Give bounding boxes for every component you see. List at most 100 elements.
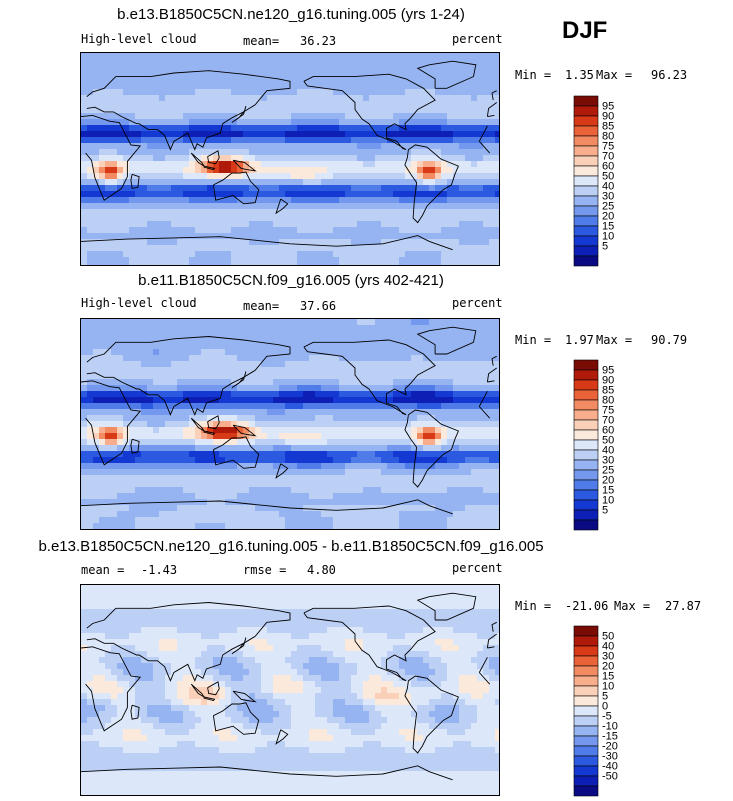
colorbar-1-swatch-6	[573, 155, 599, 167]
panel-2-mean-label: mean=	[243, 299, 280, 313]
colorbar-3-swatch-1	[573, 635, 599, 647]
map-3-coastline-3	[303, 605, 436, 682]
colorbar-3-swatch-13	[573, 755, 599, 767]
colorbar-1-label-0: 95	[602, 101, 614, 113]
colorbar-3-swatch-7	[573, 695, 599, 707]
colorbar-2-label-3: 80	[602, 395, 614, 407]
colorbar-3-label-7: 0	[602, 701, 608, 713]
map-2-coastline-11	[232, 424, 257, 437]
panel-2-mean-value: 37.66	[300, 299, 337, 313]
panel-1-mean-label: mean=	[243, 34, 280, 48]
map-1-coastline-7	[130, 173, 140, 189]
map-2-coastline-14	[275, 463, 289, 479]
colorbar-1-label-10: 25	[602, 201, 614, 213]
colorbar-2-label-5: 70	[602, 415, 614, 427]
colorbar-1-swatch-13	[573, 225, 599, 237]
colorbar-1-label-3: 80	[602, 131, 614, 143]
panel-2-title: b.e11.B1850C5CN.f09_g16.005 (yrs 402-421…	[138, 272, 444, 289]
map-3-coastline-5	[416, 592, 477, 621]
panel-3-mean-value: -1.43	[141, 563, 178, 577]
map-2-coastline-4	[404, 409, 459, 488]
panel-2-map	[80, 318, 500, 530]
colorbar-2-swatch-14	[573, 499, 599, 511]
colorbar-3-swatch-10	[573, 725, 599, 737]
panel-1-max-value: 96.23	[651, 68, 688, 82]
map-2-coastline-10	[203, 430, 216, 436]
colorbar-2-swatch-8	[573, 439, 599, 451]
map-1-svg	[81, 53, 499, 265]
colorbar-2-swatch-1	[573, 369, 599, 381]
colorbar-3-label-12: -30	[602, 751, 618, 763]
colorbar-2-label-11: 20	[602, 475, 614, 487]
colorbar-3-swatch-4	[573, 665, 599, 677]
colorbar-2-swatch-11	[573, 469, 599, 481]
colorbar-1-swatch-5	[573, 145, 599, 157]
panel-3-min-label: Min =	[515, 599, 552, 613]
panel-2-colorbar: 95 90 85 80 75 70 60 50 40 30 25 20 15 10 5	[573, 359, 644, 534]
map-1-coastline-0	[81, 114, 491, 201]
colorbar-1-swatch-3	[573, 125, 599, 137]
colorbar-3-label-0: 50	[602, 631, 614, 643]
colorbar-3-swatch-6	[573, 685, 599, 697]
map-1-coastline-3	[303, 73, 436, 151]
colorbar-2-swatch-7	[573, 429, 599, 441]
panel-1-variable-label: High-level cloud	[81, 32, 197, 46]
map-1-coastline-6	[81, 235, 453, 251]
colorbar-3-swatch-16	[573, 785, 599, 797]
colorbar-3-label-6: 5	[602, 691, 608, 703]
colorbar-1-swatch-9	[573, 185, 599, 197]
map-3-coastline-10	[203, 696, 216, 702]
colorbar-1-swatch-16	[573, 255, 599, 267]
panel-2-max-value: 90.79	[651, 333, 688, 347]
panel-3-min-value: -21.06	[565, 599, 609, 613]
map-3-coastline-0	[81, 646, 491, 732]
colorbar-3-label-9: -10	[602, 721, 618, 733]
colorbar-3-swatch-2	[573, 645, 599, 657]
colorbar-2-label-14: 5	[602, 505, 608, 517]
map-3-coastline-6	[81, 765, 453, 781]
season-label: DJF	[562, 17, 608, 44]
colorbar-2-swatch-15	[573, 509, 599, 521]
map-2-coastline-13	[491, 355, 497, 366]
colorbar-1-swatch-2	[573, 115, 599, 127]
colorbar-1-label-8: 40	[602, 181, 614, 193]
panel-3-mean-label: mean =	[81, 563, 125, 577]
colorbar-2-swatch-0	[573, 359, 599, 371]
map-3-coastline-13	[491, 621, 497, 632]
colorbar-1-swatch-15	[573, 245, 599, 257]
map-1-coastline-5	[416, 60, 477, 89]
colorbar-1-swatch-7	[573, 165, 599, 177]
colorbar-1-swatch-4	[573, 135, 599, 147]
panel-3-rmse-label: rmse =	[243, 563, 287, 577]
colorbar-3-label-13: -40	[602, 761, 618, 773]
panel-1-min-label: Min =	[515, 68, 552, 82]
colorbar-3-label-5: 10	[602, 681, 614, 693]
colorbar-3-label-3: 20	[602, 661, 614, 673]
colorbar-2-label-8: 40	[602, 445, 614, 457]
colorbar-2-label-12: 15	[602, 485, 614, 497]
colorbar-3-swatch-12	[573, 745, 599, 757]
colorbar-2-swatch-10	[573, 459, 599, 471]
colorbar-3-swatch-14	[573, 765, 599, 777]
colorbar-2-label-7: 50	[602, 435, 614, 447]
colorbar-2-swatch-13	[573, 489, 599, 501]
colorbar-2-swatch-4	[573, 399, 599, 411]
colorbar-1-swatch-14	[573, 235, 599, 247]
map-1-coastline-4	[404, 144, 459, 224]
colorbar-1-swatch-11	[573, 205, 599, 217]
panel-1-units: percent	[452, 32, 503, 46]
map-3-coastline-11	[232, 690, 257, 703]
colorbar-1-label-4: 75	[602, 141, 614, 153]
colorbar-1-swatch-8	[573, 175, 599, 187]
colorbar-3-label-8: -5	[602, 711, 612, 723]
map-2-coastline-2	[212, 436, 260, 469]
colorbar-2-label-1: 90	[602, 375, 614, 387]
panel-1-colorbar: 95 90 85 80 75 70 60 50 40 30 25 20 15 10 5	[573, 95, 644, 270]
map-2-coastline-8	[207, 415, 220, 430]
colorbar-2-swatch-12	[573, 479, 599, 491]
colorbar-1-swatch-1	[573, 105, 599, 117]
colorbar-2-label-10: 25	[602, 465, 614, 477]
colorbar-2-swatch-16	[573, 519, 599, 531]
map-2-svg	[81, 319, 499, 529]
